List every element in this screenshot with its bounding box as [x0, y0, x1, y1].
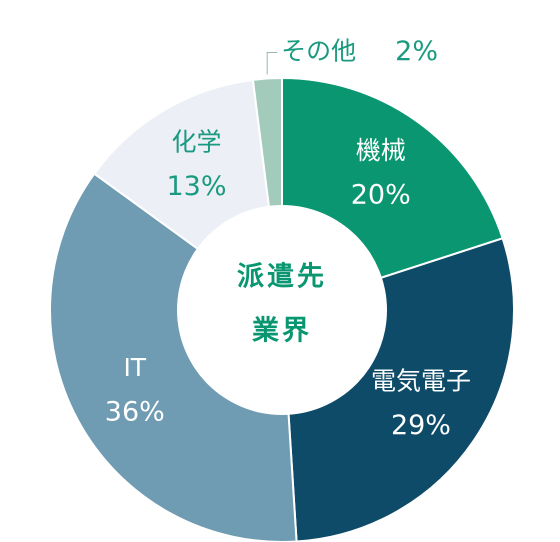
labels: 機械 20% 電気電子 29% IT 36% 化学 13% その他 2% — [105, 36, 471, 441]
slice — [49, 172, 298, 542]
slice-name: IT — [123, 353, 146, 382]
center-label: 業界 — [252, 316, 312, 347]
slice-value: 2% — [395, 36, 438, 67]
center-label: 派遣先 — [237, 262, 327, 293]
slice-name: 機械 — [356, 136, 406, 165]
leader-line — [266, 51, 278, 75]
slice-name: 電気電子 — [371, 366, 471, 395]
donut-hole — [177, 205, 387, 415]
slice-value: 13% — [166, 171, 226, 202]
slice-name: 化学 — [171, 127, 221, 156]
slice-name: その他 — [281, 36, 356, 65]
slice-value: 29% — [391, 410, 451, 441]
slice-value: 36% — [105, 396, 165, 427]
slice-value: 20% — [351, 180, 411, 211]
